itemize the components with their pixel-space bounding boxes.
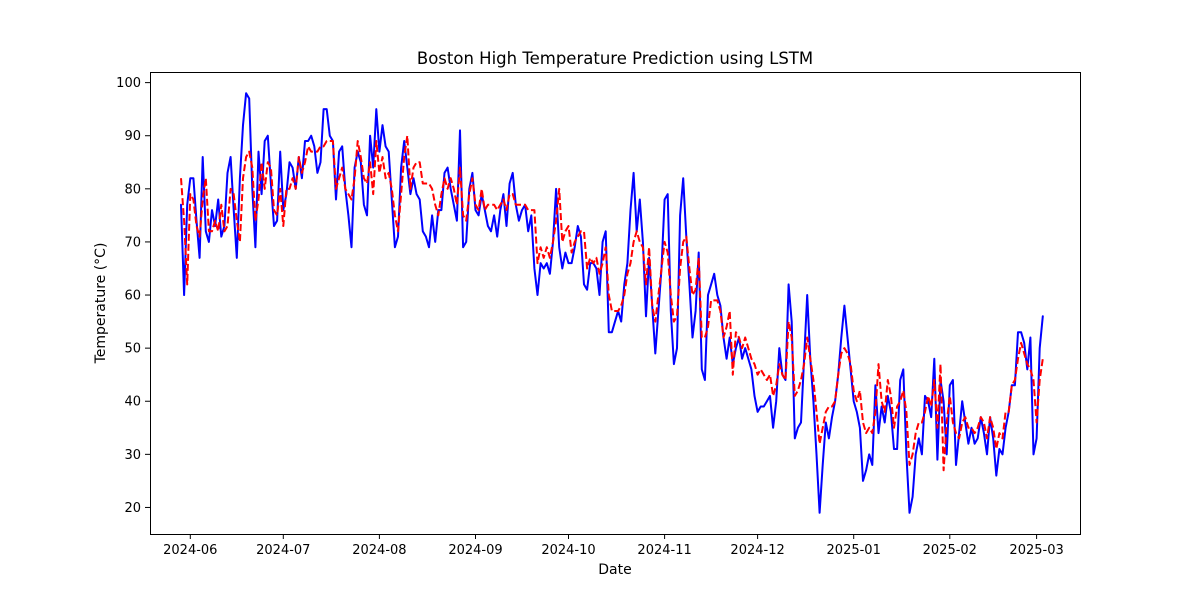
x-tick-label: 2024-07 <box>256 543 310 558</box>
x-axis: 2024-06 2024-07 2024-08 2024-09 2024-10 2024-… <box>163 534 1064 558</box>
x-tick-label: 2024-10 <box>541 543 595 558</box>
x-tick-label: 2024-09 <box>448 543 502 558</box>
y-tick-label: 70 <box>124 235 141 250</box>
y-tick-label: 20 <box>124 501 141 516</box>
x-tick-label: 2025-01 <box>827 543 881 558</box>
x-axis-title: Date <box>598 562 631 578</box>
plot-frame <box>150 72 1081 535</box>
series-layer <box>180 92 1044 514</box>
chart-title: Boston High Temperature Prediction using… <box>417 49 813 68</box>
y-tick-label: 100 <box>116 76 141 91</box>
y-tick-label: 80 <box>124 182 141 197</box>
series-line-2 <box>180 134 1044 472</box>
y-tick-label: 50 <box>124 342 141 357</box>
x-tick-label: 2024-12 <box>730 543 784 558</box>
x-tick-label: 2025-02 <box>923 543 977 558</box>
x-tick-label: 2024-06 <box>163 543 217 558</box>
y-tick-label: 90 <box>124 129 141 144</box>
x-tick-label: 2025-03 <box>1009 543 1063 558</box>
y-axis: 20 30 40 50 60 70 80 90 100 <box>116 76 150 516</box>
y-tick-label: 30 <box>124 448 141 463</box>
x-tick-label: 2024-08 <box>352 543 406 558</box>
y-axis-title: Temperature (°C) <box>93 243 109 365</box>
y-tick-label: 40 <box>124 395 141 410</box>
x-tick-label: 2024-11 <box>637 543 691 558</box>
y-tick-label: 60 <box>124 289 141 304</box>
